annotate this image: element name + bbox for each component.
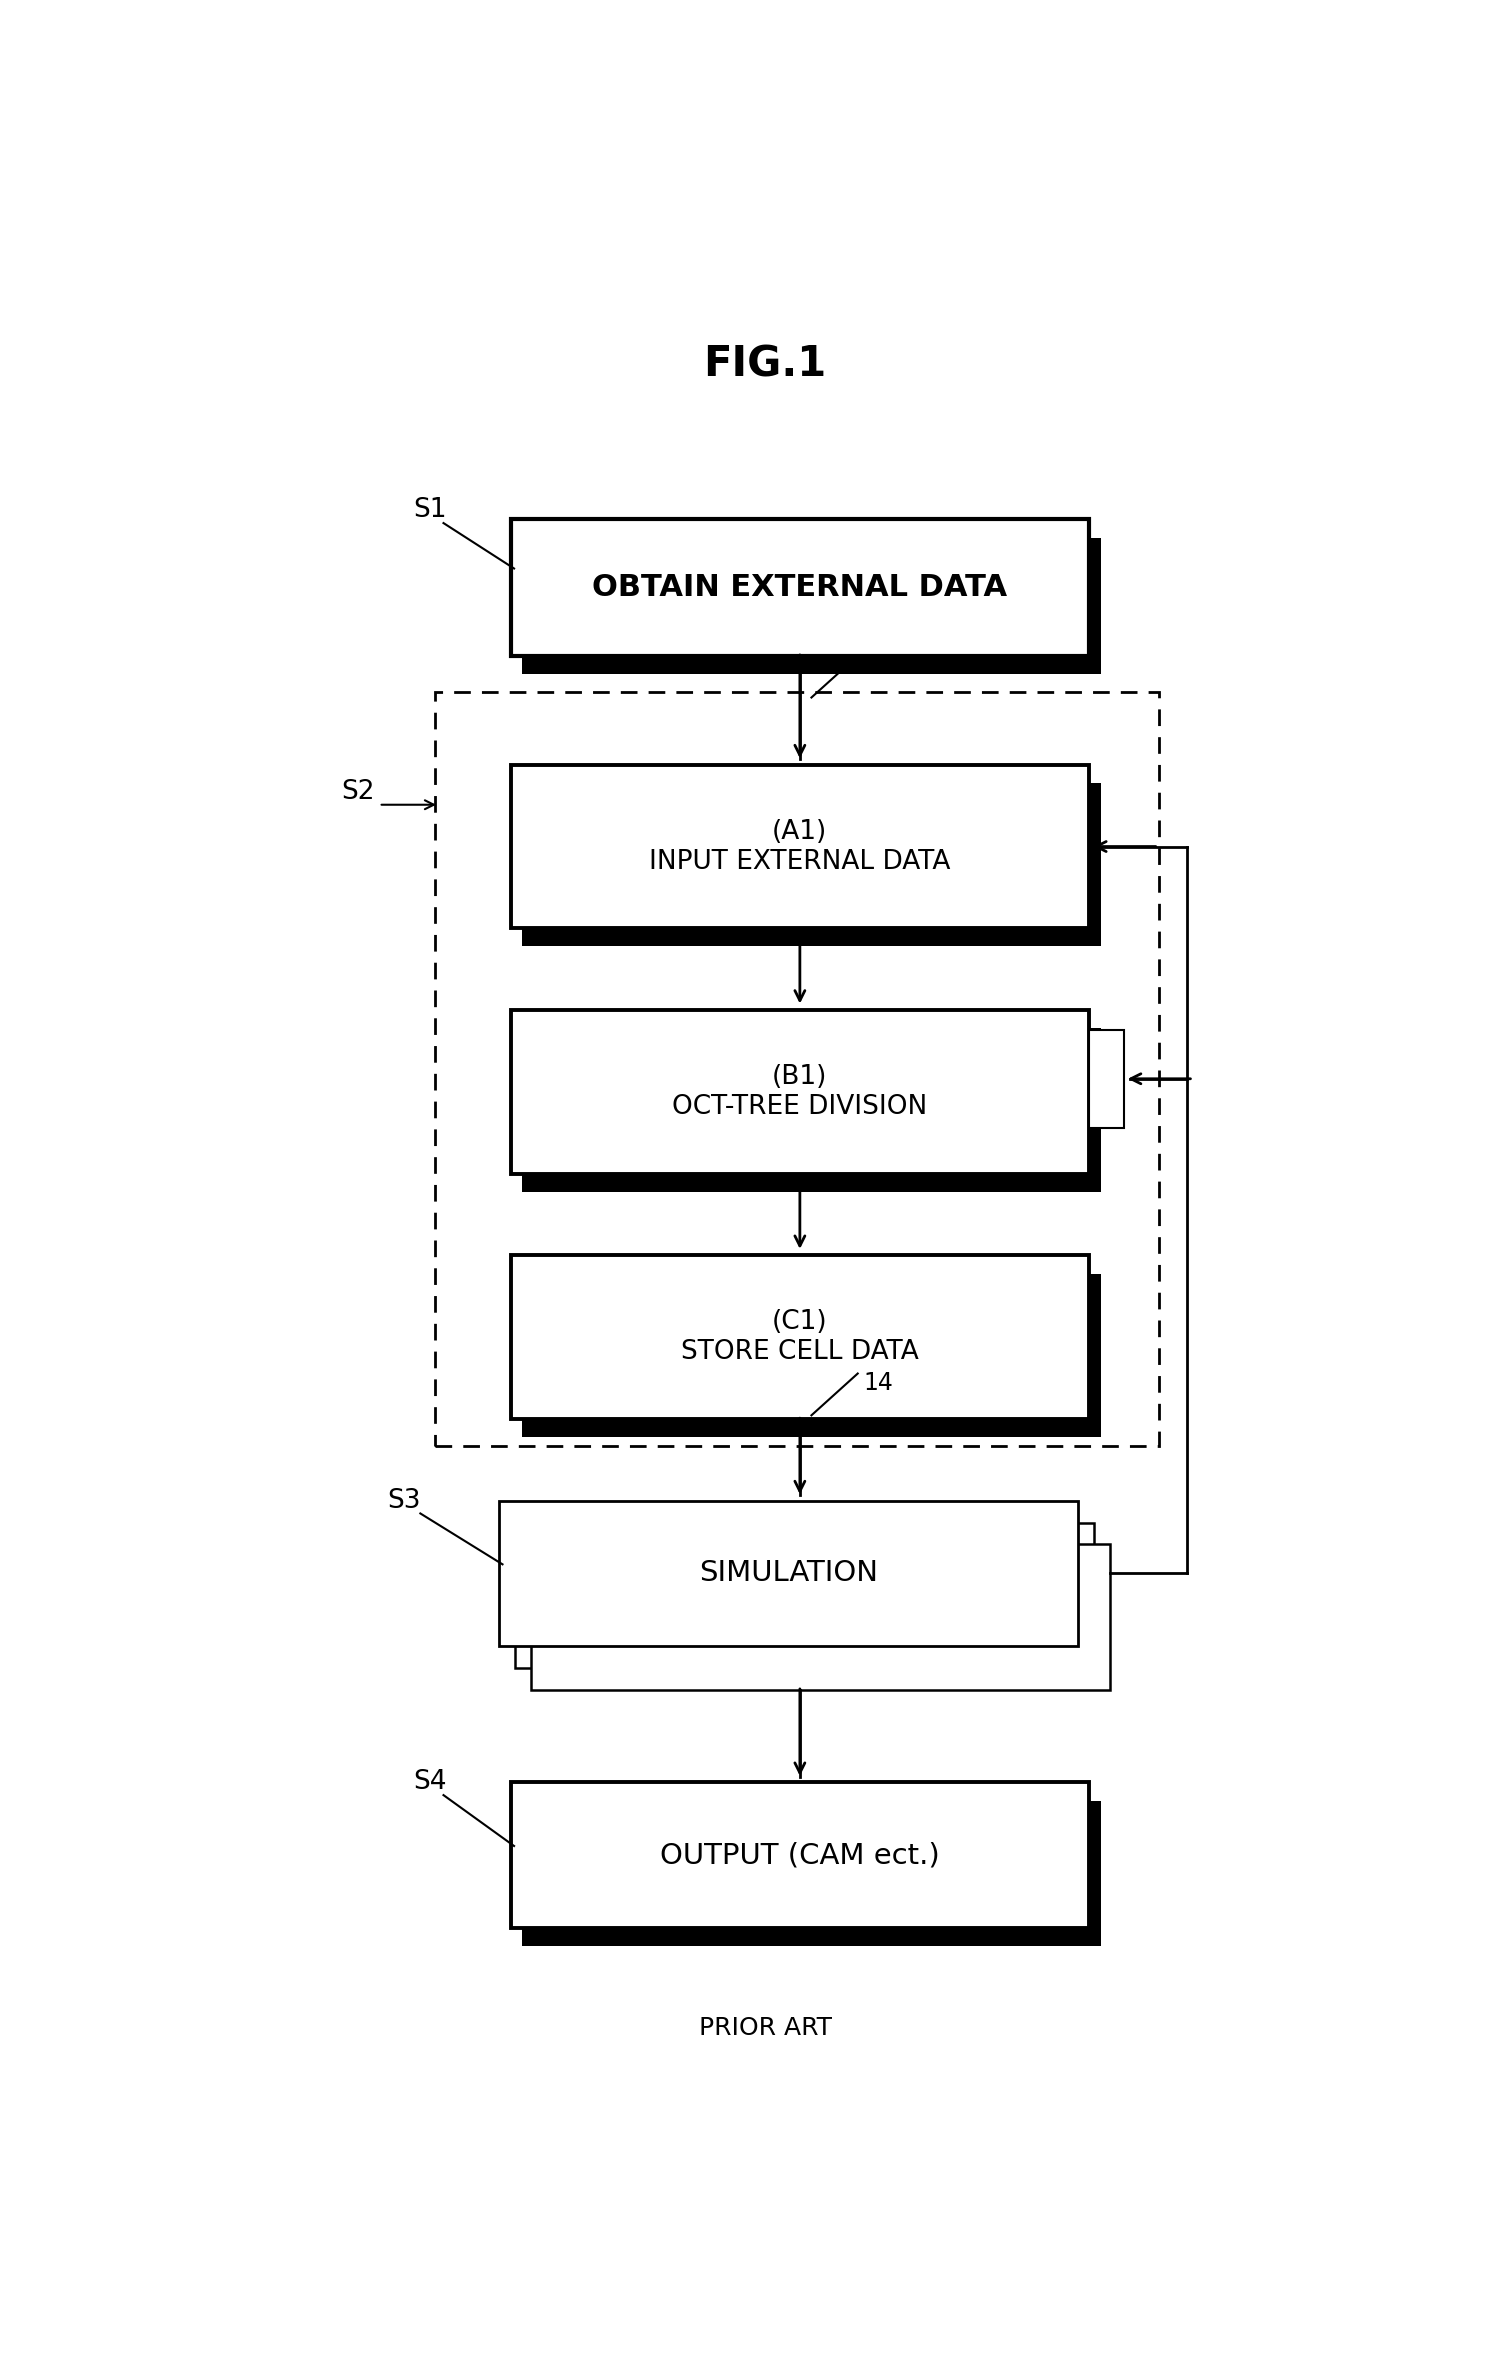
Text: SIMULATION: SIMULATION [699,1560,878,1588]
Bar [436,691,1159,1447]
Bar [523,784,1100,946]
Text: (C1)
STORE CELL DATA: (C1) STORE CELL DATA [681,1310,918,1364]
Text: (B1)
OCT-TREE DIVISION: (B1) OCT-TREE DIVISION [672,1064,927,1121]
Text: (A1)
INPUT EXTERNAL DATA: (A1) INPUT EXTERNAL DATA [649,819,951,876]
Bar [511,1256,1090,1418]
Text: OBTAIN EXTERNAL DATA: OBTAIN EXTERNAL DATA [593,573,1008,602]
Bar [523,538,1100,675]
Text: FIG.1: FIG.1 [703,345,827,387]
Text: OUTPUT (CAM ect.): OUTPUT (CAM ect.) [660,1841,939,1869]
Bar [511,519,1090,656]
Text: S3: S3 [387,1487,421,1513]
Bar [511,1782,1090,1928]
Text: 12: 12 [863,654,893,677]
Text: 14: 14 [863,1371,893,1395]
Bar [511,765,1090,927]
Bar [523,1274,1100,1437]
Bar [523,1801,1100,1947]
Bar [515,1522,1094,1669]
Bar [532,1543,1109,1690]
Text: PRIOR ART: PRIOR ART [699,2015,832,2039]
Bar [499,1501,1078,1647]
Text: S1: S1 [414,498,446,524]
Bar [523,1029,1100,1192]
Bar [511,1010,1090,1173]
Text: S2: S2 [340,779,375,805]
Text: S4: S4 [414,1770,446,1796]
Bar [1090,1029,1124,1128]
